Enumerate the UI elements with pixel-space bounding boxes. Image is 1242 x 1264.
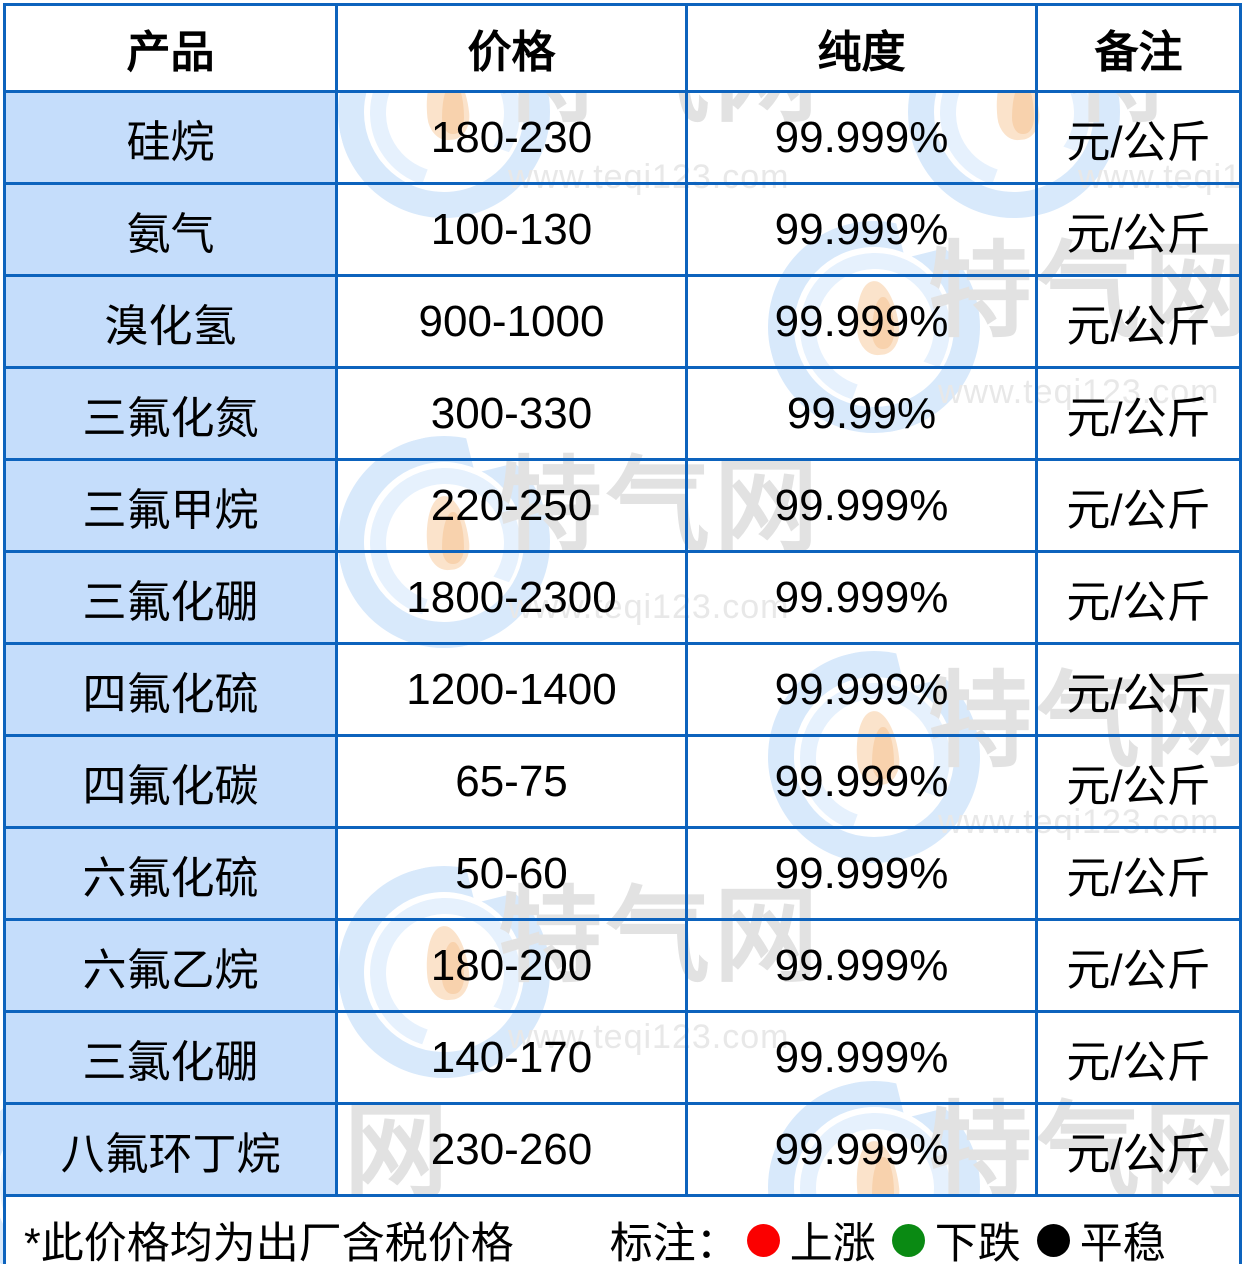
cell-product-name: 四氟化碳 bbox=[3, 734, 338, 829]
cell-purity: 99.999% bbox=[685, 550, 1038, 645]
cell-product-name: 三氟化硼 bbox=[3, 550, 338, 645]
cell-note: 元/公斤 bbox=[1035, 1102, 1242, 1197]
green-dot-icon bbox=[891, 1223, 925, 1257]
cell-product-name: 溴化氢 bbox=[3, 274, 338, 369]
table-row: 硅烷 180-230 99.999% 元/公斤 bbox=[3, 90, 1242, 185]
table-row: 三氟化氮 300-330 99.99% 元/公斤 bbox=[3, 366, 1242, 461]
table-header-row: 产品 价格 纯度 备注 bbox=[3, 3, 1242, 93]
table-row: 三氯化硼 140-170 99.999% 元/公斤 bbox=[3, 1010, 1242, 1105]
table-row: 四氟化碳 65-75 99.999% 元/公斤 bbox=[3, 734, 1242, 829]
cell-product-name: 四氟化硫 bbox=[3, 642, 338, 737]
table-row: 八氟环丁烷 230-260 99.999% 元/公斤 bbox=[3, 1102, 1242, 1197]
legend-item-down-label: 下跌 bbox=[934, 1220, 1021, 1264]
cell-price: 180-230 bbox=[335, 90, 688, 185]
cell-note: 元/公斤 bbox=[1035, 918, 1242, 1013]
legend-item-up-label: 上涨 bbox=[789, 1220, 876, 1264]
cell-purity: 99.999% bbox=[685, 458, 1038, 553]
table-row: 氨气 100-130 99.999% 元/公斤 bbox=[3, 182, 1242, 277]
table-row: 三氟甲烷 220-250 99.999% 元/公斤 bbox=[3, 458, 1242, 553]
cell-price: 220-250 bbox=[335, 458, 688, 553]
table-row: 六氟乙烷 180-200 99.999% 元/公斤 bbox=[3, 918, 1242, 1013]
cell-product-name: 氨气 bbox=[3, 182, 338, 277]
cell-price: 65-75 bbox=[335, 734, 688, 829]
legend-label: 标注： bbox=[609, 1220, 739, 1264]
cell-price: 50-60 bbox=[335, 826, 688, 921]
cell-price: 180-200 bbox=[335, 918, 688, 1013]
cell-note: 元/公斤 bbox=[1035, 366, 1242, 461]
cell-product-name: 三氟甲烷 bbox=[3, 458, 338, 553]
legend-item-stable-label: 平稳 bbox=[1079, 1220, 1166, 1264]
cell-price: 1200-1400 bbox=[335, 642, 688, 737]
cell-note: 元/公斤 bbox=[1035, 642, 1242, 737]
cell-purity: 99.999% bbox=[685, 734, 1038, 829]
gas-price-table: 产品 价格 纯度 备注 硅烷 180-230 99.999% 元/公斤 氨气 100-13… bbox=[3, 3, 1242, 1264]
cell-purity: 99.999% bbox=[685, 90, 1038, 185]
cell-price: 1800-2300 bbox=[335, 550, 688, 645]
table-row: 四氟化硫 1200-1400 99.999% 元/公斤 bbox=[3, 642, 1242, 737]
cell-note: 元/公斤 bbox=[1035, 458, 1242, 553]
legend-item-down: 下跌 bbox=[891, 1209, 1021, 1264]
column-header-product: 产品 bbox=[3, 3, 338, 93]
cell-note: 元/公斤 bbox=[1035, 734, 1242, 829]
cell-product-name: 三氯化硼 bbox=[3, 1010, 338, 1105]
cell-purity: 99.999% bbox=[685, 1010, 1038, 1105]
legend-item-up: 上涨 bbox=[746, 1209, 876, 1264]
legend-item-stable: 平稳 bbox=[1036, 1209, 1166, 1264]
table-row: 六氟化硫 50-60 99.999% 元/公斤 bbox=[3, 826, 1242, 921]
footer-cell: *此价格均为出厂含税价格 标注： 上涨 下跌 bbox=[3, 1194, 1242, 1264]
red-dot-icon bbox=[746, 1223, 780, 1257]
table-footer-row: *此价格均为出厂含税价格 标注： 上涨 下跌 bbox=[3, 1194, 1242, 1264]
table-body: 硅烷 180-230 99.999% 元/公斤 氨气 100-130 99.999% 元/公斤… bbox=[3, 90, 1242, 1197]
cell-note: 元/公斤 bbox=[1035, 826, 1242, 921]
cell-purity: 99.999% bbox=[685, 1102, 1038, 1197]
column-header-purity: 纯度 bbox=[685, 3, 1038, 93]
cell-note: 元/公斤 bbox=[1035, 182, 1242, 277]
column-header-note: 备注 bbox=[1035, 3, 1242, 93]
cell-note: 元/公斤 bbox=[1035, 274, 1242, 369]
cell-note: 元/公斤 bbox=[1035, 1010, 1242, 1105]
black-dot-icon bbox=[1036, 1223, 1070, 1257]
cell-price: 100-130 bbox=[335, 182, 688, 277]
cell-note: 元/公斤 bbox=[1035, 90, 1242, 185]
cell-purity: 99.999% bbox=[685, 918, 1038, 1013]
cell-product-name: 三氟化氮 bbox=[3, 366, 338, 461]
cell-product-name: 六氟化硫 bbox=[3, 826, 338, 921]
cell-purity: 99.99% bbox=[685, 366, 1038, 461]
cell-price: 140-170 bbox=[335, 1010, 688, 1105]
cell-product-name: 八氟环丁烷 bbox=[3, 1102, 338, 1197]
table-row: 三氟化硼 1800-2300 99.999% 元/公斤 bbox=[3, 550, 1242, 645]
legend: 标注： 上涨 下跌 bbox=[610, 1209, 1166, 1264]
cell-purity: 99.999% bbox=[685, 642, 1038, 737]
cell-purity: 99.999% bbox=[685, 182, 1038, 277]
cell-note: 元/公斤 bbox=[1035, 550, 1242, 645]
cell-price: 900-1000 bbox=[335, 274, 688, 369]
footer-price-note: *此价格均为出厂含税价格 bbox=[24, 1220, 514, 1264]
cell-price: 230-260 bbox=[335, 1102, 688, 1197]
cell-purity: 99.999% bbox=[685, 274, 1038, 369]
cell-product-name: 硅烷 bbox=[3, 90, 338, 185]
cell-price: 300-330 bbox=[335, 366, 688, 461]
cell-product-name: 六氟乙烷 bbox=[3, 918, 338, 1013]
cell-purity: 99.999% bbox=[685, 826, 1038, 921]
table-row: 溴化氢 900-1000 99.999% 元/公斤 bbox=[3, 274, 1242, 369]
column-header-price: 价格 bbox=[335, 3, 688, 93]
